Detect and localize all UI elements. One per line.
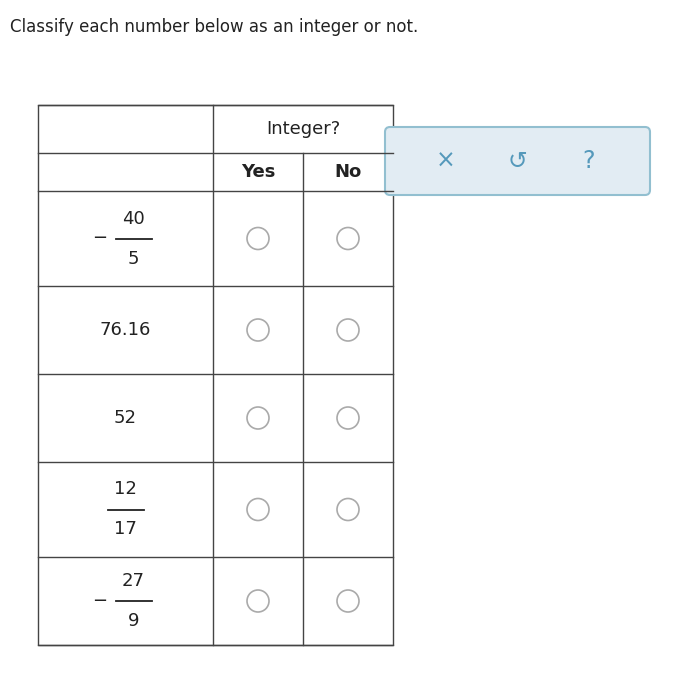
FancyBboxPatch shape xyxy=(385,127,650,195)
Text: 27: 27 xyxy=(122,572,145,590)
Bar xyxy=(38,105,393,645)
Text: 17: 17 xyxy=(114,521,137,539)
Text: Classify each number below as an integer or not.: Classify each number below as an integer… xyxy=(10,18,418,36)
Text: −: − xyxy=(92,230,107,248)
Text: ×: × xyxy=(436,149,456,173)
Text: ?: ? xyxy=(583,149,595,173)
Text: 40: 40 xyxy=(122,210,145,228)
Text: 76.16: 76.16 xyxy=(100,321,151,339)
Text: 9: 9 xyxy=(128,612,139,630)
Text: ↺: ↺ xyxy=(508,149,527,173)
Text: Integer?: Integer? xyxy=(266,120,340,138)
Text: 12: 12 xyxy=(114,480,137,499)
Text: −: − xyxy=(92,592,107,610)
Text: 5: 5 xyxy=(128,250,139,268)
Text: 52: 52 xyxy=(114,409,137,427)
Text: No: No xyxy=(335,163,362,181)
Text: Yes: Yes xyxy=(241,163,275,181)
